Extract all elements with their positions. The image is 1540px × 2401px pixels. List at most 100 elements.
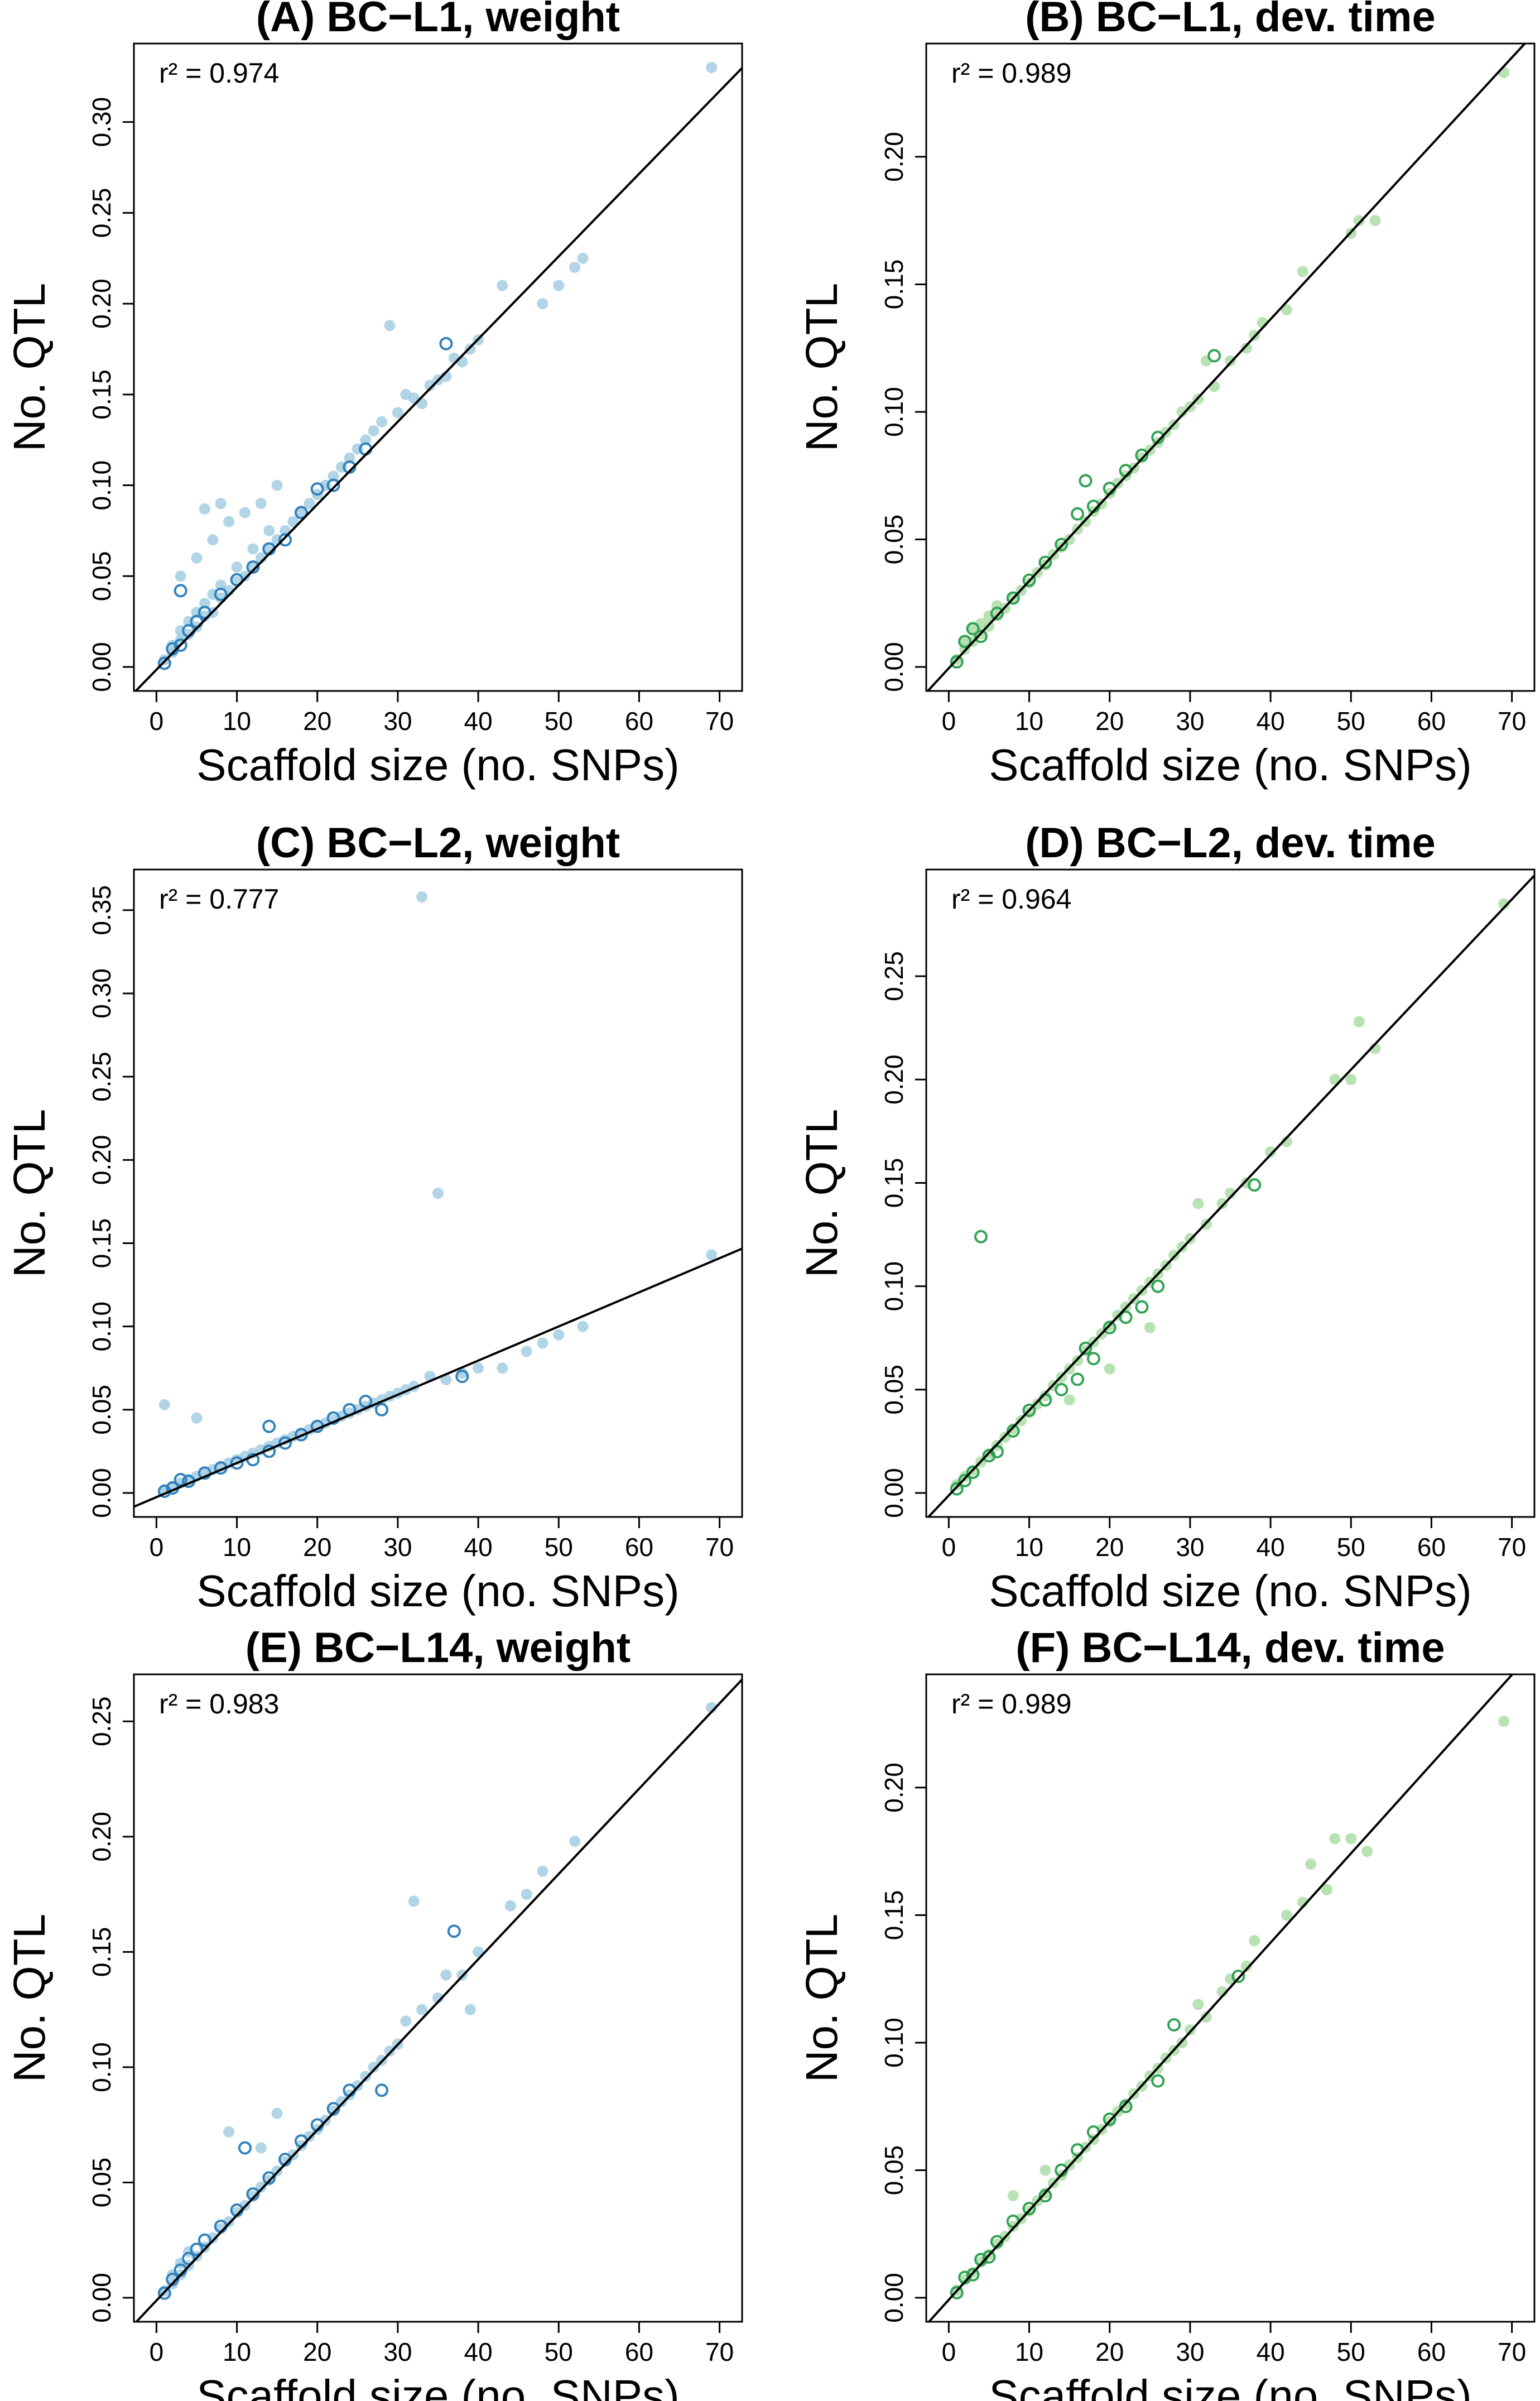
data-point-open: [966, 1466, 980, 1479]
data-point-open: [974, 630, 988, 644]
data-point-open: [157, 656, 171, 670]
data-point: [1281, 1136, 1292, 1147]
data-point: [440, 1969, 452, 1981]
data-point: [158, 1399, 170, 1410]
data-point: [456, 356, 468, 368]
data-point: [158, 654, 170, 666]
data-point: [432, 1188, 444, 1199]
data-point: [1345, 1833, 1357, 1845]
panel-d: (D) BC−L2, dev. time 0 10 20 30 40 50 60 70 0.00 0…: [797, 819, 1536, 1616]
data-point-open: [238, 2141, 252, 2155]
data-point: [1040, 2164, 1051, 2176]
data-point-open: [958, 635, 972, 649]
data-point: [432, 1992, 444, 2004]
regression-line: [927, 875, 1534, 1517]
data-point-open: [1207, 349, 1221, 363]
x-tick-label: 0: [942, 707, 956, 736]
y-tick-label: 0.20: [879, 132, 908, 182]
data-point: [239, 507, 251, 518]
x-tick-label: 70: [705, 707, 734, 736]
data-point: [1144, 1322, 1156, 1333]
data-point: [183, 628, 195, 640]
data-point: [223, 2126, 235, 2138]
panel-title: (C) BC−L2, weight: [256, 819, 620, 867]
data-point: [440, 1374, 452, 1386]
data-point: [175, 570, 186, 582]
x-tick-label: 10: [223, 2337, 251, 2366]
data-point: [207, 534, 219, 546]
data-point-open: [375, 2083, 389, 2097]
data-point: [1216, 1198, 1228, 1209]
data-point: [1192, 1999, 1204, 2010]
data-point-open: [966, 622, 980, 636]
data-point-open: [1103, 2112, 1116, 2126]
y-tick-label: 0.05: [87, 2158, 116, 2208]
data-point: [424, 380, 436, 391]
x-tick-label: 60: [625, 707, 653, 736]
y-tick-label: 0.30: [87, 968, 116, 1019]
data-point: [199, 598, 210, 609]
r-squared-label: r² = 0.974: [159, 57, 279, 89]
data-point: [344, 452, 355, 464]
data-point: [271, 479, 283, 491]
data-point-open: [375, 1403, 389, 1416]
data-point: [1353, 1016, 1365, 1027]
data-point-open: [262, 1419, 276, 1433]
data-point-open: [1119, 2100, 1133, 2114]
y-tick-label: 0.20: [879, 1763, 908, 1813]
data-point: [1249, 1935, 1260, 1947]
x-tick-label: 30: [1176, 707, 1204, 736]
data-point-open: [966, 2268, 980, 2282]
y-tick-label: 0.20: [87, 1812, 116, 1862]
y-tick-label: 0.00: [87, 1468, 116, 1518]
x-tick-label: 30: [383, 2337, 412, 2366]
data-point-open: [1103, 1320, 1116, 1334]
y-tick-label: 0.10: [87, 460, 116, 511]
data-point: [1265, 1146, 1277, 1158]
data-point: [223, 516, 235, 527]
y-tick-label: 0.15: [87, 1218, 116, 1269]
data-point-open: [1151, 1279, 1165, 1293]
data-point-open: [174, 1473, 187, 1487]
data-point: [497, 1362, 508, 1374]
data-point-open: [1006, 591, 1020, 605]
x-tick-label: 40: [1257, 1533, 1285, 1562]
data-point: [464, 343, 476, 355]
data-point: [271, 2107, 283, 2119]
y-tick-label: 0.00: [87, 642, 116, 692]
data-point: [247, 561, 259, 573]
x-axis-label: Scaffold size (no. SNPs): [989, 2371, 1472, 2401]
plot-area: [134, 891, 742, 1508]
data-point: [1353, 215, 1365, 227]
data-point: [304, 498, 315, 510]
data-point: [537, 1337, 548, 1349]
x-tick-label: 0: [150, 707, 164, 736]
regression-line: [927, 1674, 1514, 2322]
data-point-open: [1151, 2074, 1165, 2088]
y-tick-label: 0.10: [879, 2018, 908, 2068]
x-tick-label: 70: [1498, 2337, 1526, 2366]
data-point-open: [447, 1924, 461, 1938]
data-point: [376, 416, 388, 428]
data-point-open: [1119, 1310, 1133, 1324]
data-point: [706, 1249, 718, 1261]
y-tick-label: 0.00: [87, 2273, 116, 2323]
data-point: [1063, 1394, 1075, 1406]
data-point-open: [230, 1456, 244, 1470]
data-point-open: [1055, 1382, 1069, 1396]
r-squared-label: r² = 0.964: [951, 883, 1071, 915]
data-point: [1361, 1846, 1373, 1857]
data-point-open: [1167, 2018, 1181, 2032]
x-axis-label: Scaffold size (no. SNPs): [196, 1566, 680, 1616]
x-tick-label: 50: [1337, 1533, 1365, 1562]
data-point: [1200, 2011, 1212, 2023]
data-point: [1345, 1074, 1357, 1086]
data-point-open: [246, 560, 260, 574]
data-point-open: [326, 1411, 340, 1425]
data-point: [1184, 2024, 1196, 2036]
data-point: [191, 1412, 203, 1424]
data-point-open: [326, 478, 340, 492]
data-point-open: [950, 1482, 964, 1496]
x-tick-label: 70: [705, 2337, 734, 2366]
